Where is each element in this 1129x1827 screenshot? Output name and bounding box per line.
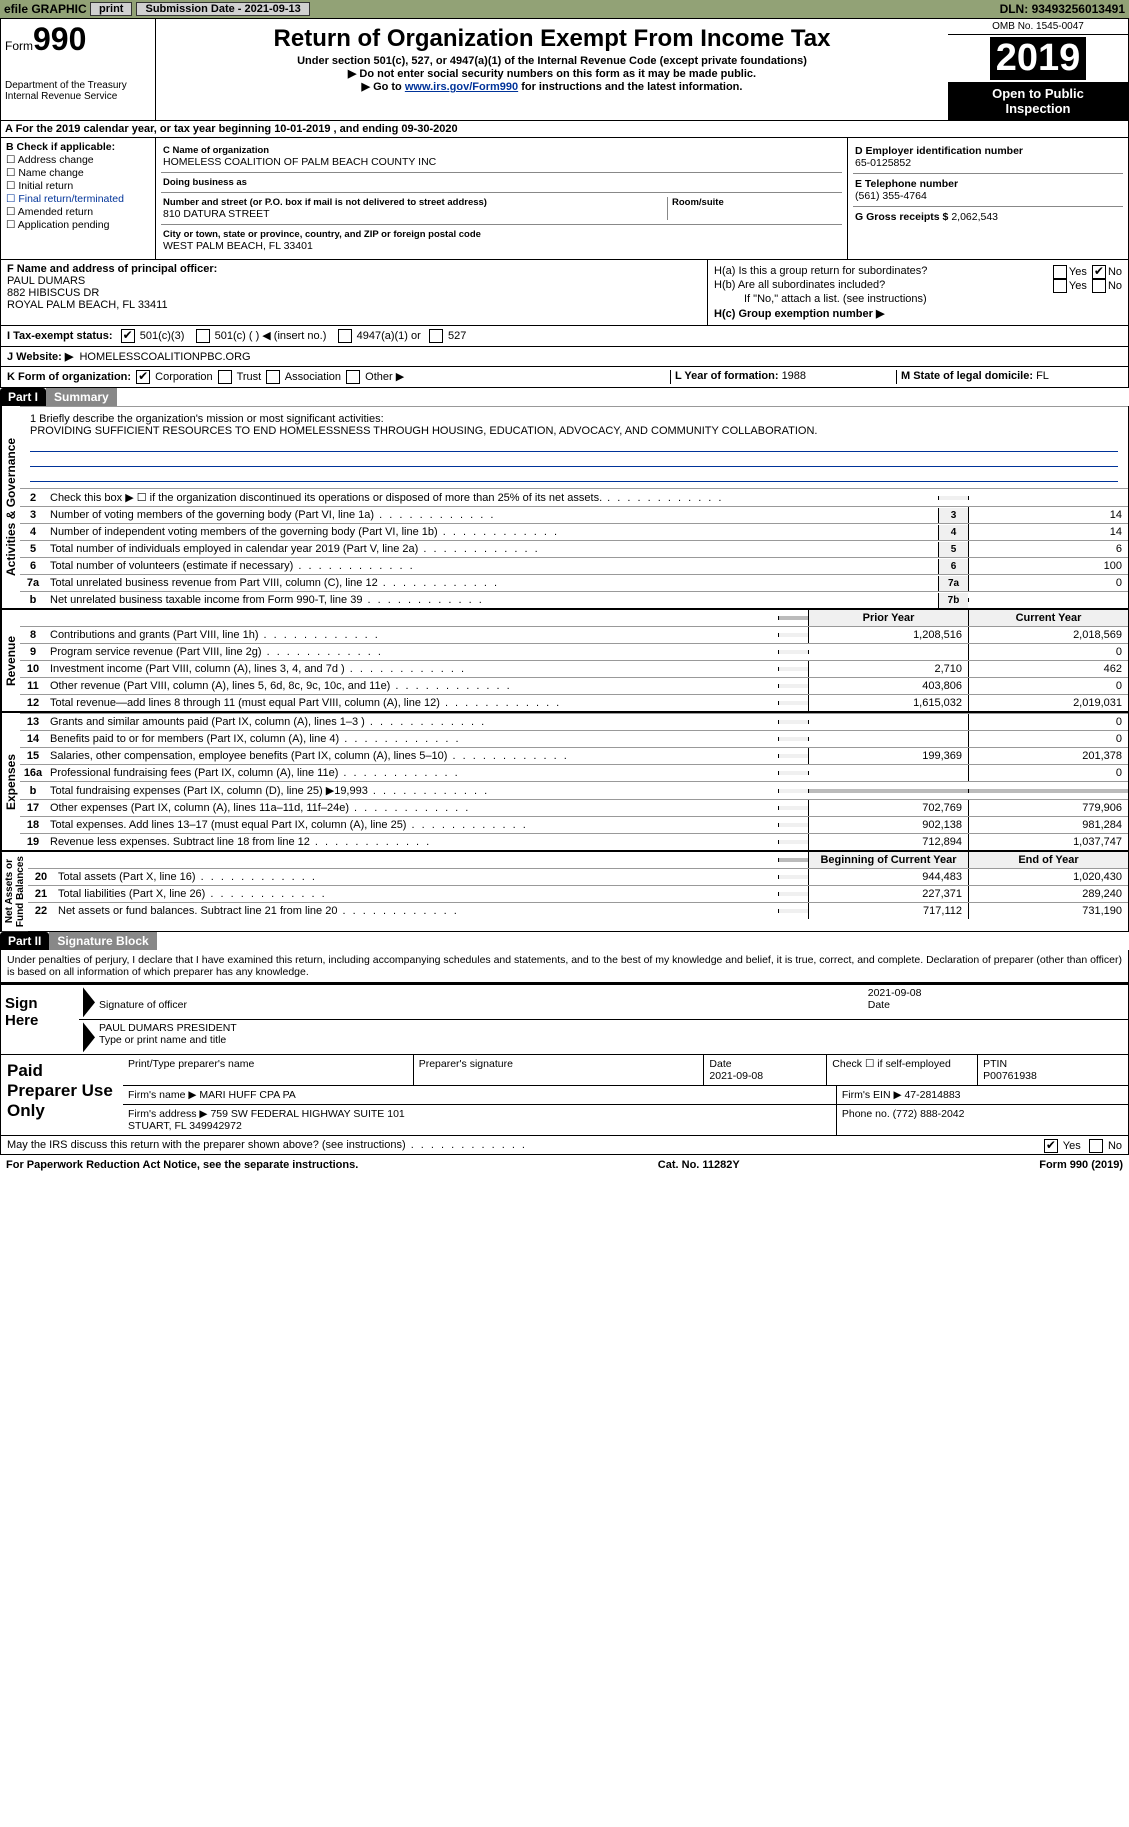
- part-1-header: Part ISummary: [0, 388, 1129, 406]
- summary-line: 6Total number of volunteers (estimate if…: [20, 557, 1128, 574]
- summary-line: 19Revenue less expenses. Subtract line 1…: [20, 833, 1128, 850]
- summary-line: 10Investment income (Part VIII, column (…: [20, 660, 1128, 677]
- na-header: Beginning of Current Year End of Year: [28, 852, 1128, 868]
- vlabel-netassets: Net Assets or Fund Balances: [1, 852, 28, 931]
- summary-line: 5Total number of individuals employed in…: [20, 540, 1128, 557]
- tax-year: 2019: [990, 37, 1087, 80]
- ha-yes[interactable]: [1053, 265, 1067, 279]
- part-1-body: Activities & Governance 1 Briefly descri…: [0, 406, 1129, 932]
- summary-line: 16aProfessional fundraising fees (Part I…: [20, 764, 1128, 781]
- row-i: I Tax-exempt status: 501(c)(3) 501(c) ( …: [0, 326, 1129, 347]
- sign-here-block: Sign Here Signature of officer 2021-09-0…: [0, 983, 1129, 1055]
- title-cell: Return of Organization Exempt From Incom…: [156, 19, 948, 120]
- summary-line: 2Check this box ▶ ☐ if the organization …: [20, 488, 1128, 506]
- vlabel-governance: Activities & Governance: [1, 406, 20, 608]
- summary-line: 8Contributions and grants (Part VIII, li…: [20, 626, 1128, 643]
- phone: (561) 355-4764: [855, 190, 927, 202]
- mission-block: 1 Briefly describe the organization's mi…: [20, 406, 1128, 488]
- form-number-cell: Form990 Department of the Treasury Inter…: [1, 19, 156, 120]
- part-2-header: Part IISignature Block: [0, 932, 1129, 950]
- hb-yes[interactable]: [1053, 279, 1067, 293]
- city-state-zip: WEST PALM BEACH, FL 33401: [163, 240, 840, 252]
- summary-line: 15Salaries, other compensation, employee…: [20, 747, 1128, 764]
- summary-line: 12Total revenue—add lines 8 through 11 (…: [20, 694, 1128, 711]
- vlabel-expenses: Expenses: [1, 713, 20, 850]
- page-footer: For Paperwork Reduction Act Notice, see …: [0, 1155, 1129, 1175]
- summary-line: bTotal fundraising expenses (Part IX, co…: [20, 781, 1128, 799]
- box-f: F Name and address of principal officer:…: [1, 260, 708, 325]
- submission-date-box: Submission Date - 2021-09-13: [136, 2, 309, 16]
- dln: DLN: 93493256013491: [1000, 2, 1125, 16]
- discuss-row: May the IRS discuss this return with the…: [0, 1136, 1129, 1155]
- box-b: B Check if applicable: ☐ Address change …: [1, 138, 156, 259]
- row-k: K Form of organization: Corporation Trus…: [0, 367, 1129, 388]
- identity-block: B Check if applicable: ☐ Address change …: [0, 138, 1129, 260]
- print-button[interactable]: print: [90, 2, 132, 16]
- fh-block: F Name and address of principal officer:…: [0, 260, 1129, 326]
- line-a: A For the 2019 calendar year, or tax yea…: [0, 121, 1129, 138]
- efile-label: efile GRAPHIC: [4, 2, 87, 16]
- ha-no[interactable]: [1092, 265, 1106, 279]
- summary-line: 20Total assets (Part X, line 16)944,4831…: [28, 868, 1128, 885]
- jurat: Under penalties of perjury, I declare th…: [0, 950, 1129, 983]
- summary-line: 7aTotal unrelated business revenue from …: [20, 574, 1128, 591]
- irs-link[interactable]: www.irs.gov/Form990: [405, 81, 518, 93]
- i-501c3[interactable]: [121, 329, 135, 343]
- discuss-no[interactable]: [1089, 1139, 1103, 1153]
- rev-header: Prior Year Current Year: [20, 610, 1128, 626]
- page-title: Return of Organization Exempt From Incom…: [160, 25, 944, 53]
- mission-text: PROVIDING SUFFICIENT RESOURCES TO END HO…: [30, 425, 1118, 437]
- row-j: J Website: ▶ HOMELESSCOALITIONPBC.ORG: [0, 347, 1129, 367]
- officer-name: PAUL DUMARS PRESIDENT: [99, 1022, 237, 1034]
- summary-line: 11Other revenue (Part VIII, column (A), …: [20, 677, 1128, 694]
- summary-line: 17Other expenses (Part IX, column (A), l…: [20, 799, 1128, 816]
- arrow-icon: [83, 987, 95, 1017]
- summary-line: 18Total expenses. Add lines 13–17 (must …: [20, 816, 1128, 833]
- hb-no[interactable]: [1092, 279, 1106, 293]
- firm-name: MARI HUFF CPA PA: [199, 1089, 295, 1101]
- summary-line: 13Grants and similar amounts paid (Part …: [20, 713, 1128, 730]
- year-cell: OMB No. 1545-0047 2019 Open to Public In…: [948, 19, 1128, 120]
- treasury-label: Department of the Treasury Internal Reve…: [5, 80, 151, 102]
- summary-line: 22Net assets or fund balances. Subtract …: [28, 902, 1128, 919]
- discuss-yes[interactable]: [1044, 1139, 1058, 1153]
- summary-line: 14Benefits paid to or for members (Part …: [20, 730, 1128, 747]
- summary-line: 4Number of independent voting members of…: [20, 523, 1128, 540]
- arrow-icon: [83, 1022, 95, 1052]
- box-deg: D Employer identification number 65-0125…: [848, 138, 1128, 259]
- gross-receipts: 2,062,543: [951, 211, 998, 223]
- box-c: C Name of organization HOMELESS COALITIO…: [156, 138, 848, 259]
- form-header: Form990 Department of the Treasury Inter…: [0, 18, 1129, 121]
- summary-line: 21Total liabilities (Part X, line 26)227…: [28, 885, 1128, 902]
- summary-line: bNet unrelated business taxable income f…: [20, 591, 1128, 608]
- street-address: 810 DATURA STREET: [163, 208, 667, 220]
- org-name: HOMELESS COALITION OF PALM BEACH COUNTY …: [163, 156, 840, 168]
- top-bar: efile GRAPHIC print Submission Date - 20…: [0, 0, 1129, 18]
- summary-line: 9Program service revenue (Part VIII, lin…: [20, 643, 1128, 660]
- paid-preparer-block: Paid Preparer Use Only Print/Type prepar…: [0, 1055, 1129, 1136]
- ein: 65-0125852: [855, 157, 911, 169]
- summary-line: 3Number of voting members of the governi…: [20, 506, 1128, 523]
- box-h: H(a) Is this a group return for subordin…: [708, 260, 1128, 325]
- vlabel-revenue: Revenue: [1, 610, 20, 711]
- website: HOMELESSCOALITIONPBC.ORG: [79, 351, 250, 363]
